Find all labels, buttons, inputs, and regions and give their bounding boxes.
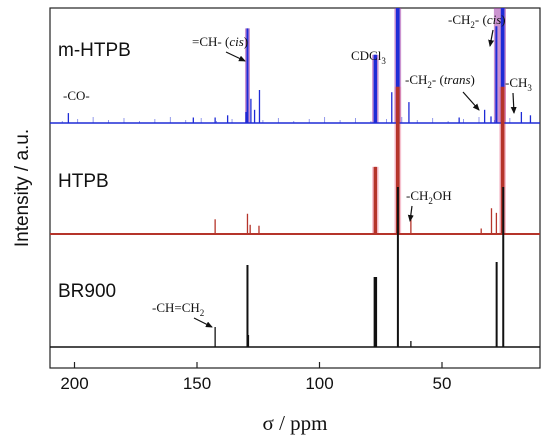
spectra-group — [50, 8, 540, 348]
arrow-ch-cis — [225, 51, 246, 62]
annotation-ch2-cis: -CH2- (cis) — [448, 12, 506, 30]
annotation-ch-ch2: -CH=CH2 — [152, 300, 204, 318]
arrow-ch2-trans — [462, 91, 480, 111]
annotation-co: -CO- — [63, 88, 90, 103]
arrow-ch3 — [510, 92, 517, 114]
arrow-ch2oh — [407, 205, 414, 222]
series-label-br900: BR900 — [58, 281, 116, 302]
y-axis-label: Intensity / a.u. — [12, 129, 33, 247]
x-tick-label-200: 200 — [60, 374, 88, 393]
x-axis-label: σ / ppm — [263, 411, 328, 435]
x-tick-label-50: 50 — [433, 374, 452, 393]
x-tick-label-100: 100 — [305, 374, 333, 393]
x-axis-ticks: 200 150 100 50 — [60, 362, 451, 393]
annotation-ch2-trans: -CH2- (trans) — [405, 72, 475, 90]
x-tick-label-150: 150 — [183, 374, 211, 393]
annotation-ch-cis: =CH- (cis) — [192, 34, 248, 49]
arrow-ch2-cis — [488, 29, 495, 47]
annotation-ch2oh: -CH2OH — [406, 188, 452, 206]
series-label-m-htpb: m-HTPB — [58, 40, 131, 61]
annotation-ch3: -CH3 — [505, 75, 532, 93]
arrow-ch-ch2 — [193, 317, 213, 328]
series-label-htpb: HTPB — [58, 171, 109, 192]
plot-frame — [49, 7, 541, 369]
annotation-cdcl3: CDCl3 — [351, 48, 386, 66]
